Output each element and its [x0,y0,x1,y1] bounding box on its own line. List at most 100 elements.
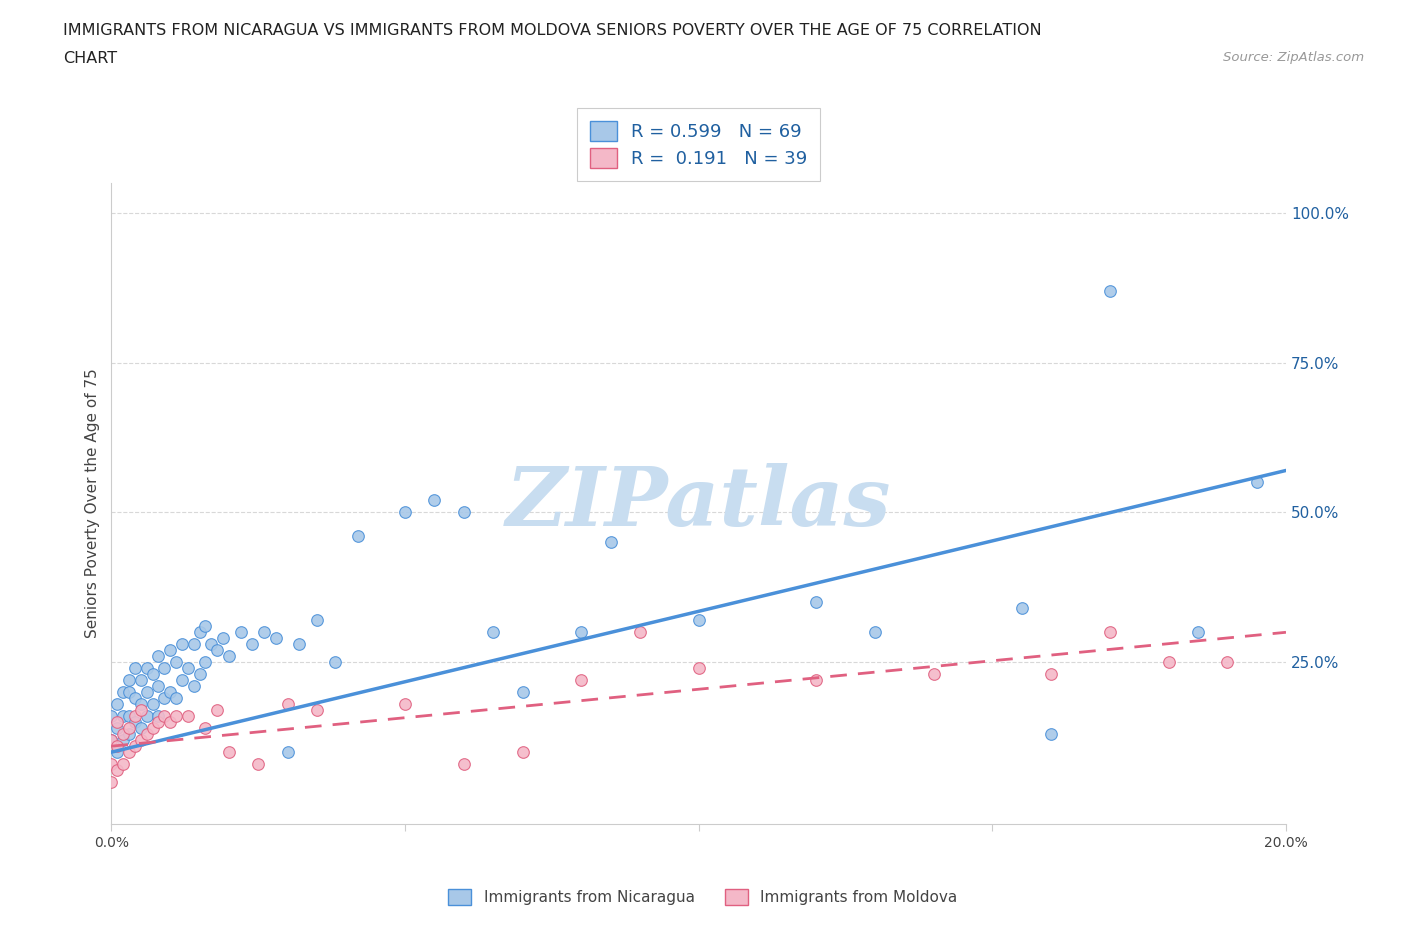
Point [205,703,228,718]
Point [194,618,217,633]
Point [105,738,128,753]
Point [512,745,534,760]
Point [135,709,157,724]
Point [170,672,193,687]
Point [200,637,222,652]
Point [599,535,621,550]
Point [177,661,200,676]
Point [1216,655,1239,670]
Point [177,709,200,724]
Point [453,757,475,772]
Point [183,637,205,652]
Point [229,625,252,640]
Point [194,721,217,736]
Point [118,684,141,699]
Point [129,703,152,718]
Point [264,631,287,645]
Point [112,757,135,772]
Point [100,757,122,772]
Point [305,613,328,628]
Point [105,745,128,760]
Point [628,625,651,640]
Point [112,726,135,741]
Point [129,721,152,736]
Point [170,637,193,652]
Point [105,721,128,736]
Text: ZIPatlas: ZIPatlas [506,463,891,543]
Point [1157,655,1180,670]
Point [118,672,141,687]
Point [1011,601,1033,616]
Point [218,649,240,664]
Point [124,738,146,753]
Point [183,679,205,694]
Point [148,715,170,730]
Point [423,493,446,508]
Point [100,733,122,748]
Point [165,655,187,670]
Point [1246,475,1268,490]
Text: IMMIGRANTS FROM NICARAGUA VS IMMIGRANTS FROM MOLDOVA SENIORS POVERTY OVER THE AG: IMMIGRANTS FROM NICARAGUA VS IMMIGRANTS … [63,23,1042,38]
Point [148,709,170,724]
Point [569,672,592,687]
Point [100,775,122,790]
Point [135,661,157,676]
Point [105,763,128,777]
Point [277,745,299,760]
Point [153,691,176,706]
Legend: Immigrants from Nicaragua, Immigrants from Moldova: Immigrants from Nicaragua, Immigrants fr… [441,882,965,913]
Point [118,745,141,760]
Point [159,643,181,658]
Point [205,643,228,658]
Text: CHART: CHART [63,51,117,66]
Point [1040,726,1063,741]
Point [141,697,163,711]
Point [124,661,146,676]
Point [688,613,710,628]
Point [153,709,176,724]
Point [804,595,827,610]
Point [922,667,945,682]
Point [135,684,157,699]
Point [688,661,710,676]
Point [124,709,146,724]
Point [323,655,346,670]
Text: Source: ZipAtlas.com: Source: ZipAtlas.com [1223,51,1364,64]
Point [804,672,827,687]
Point [863,625,886,640]
Point [148,679,170,694]
Point [212,631,235,645]
Point [453,505,475,520]
Point [105,715,128,730]
Point [112,684,135,699]
Point [148,649,170,664]
Point [100,709,122,724]
Point [118,726,141,741]
Point [112,709,135,724]
Point [253,625,276,640]
Point [394,697,416,711]
Point [288,637,311,652]
Point [118,721,141,736]
Point [240,637,263,652]
Point [569,625,592,640]
Point [159,715,181,730]
Point [135,726,157,741]
Point [482,625,505,640]
Point [1098,625,1121,640]
Point [124,691,146,706]
Point [165,709,187,724]
Point [129,697,152,711]
Point [153,661,176,676]
Point [100,733,122,748]
Point [188,667,211,682]
Point [124,715,146,730]
Point [129,672,152,687]
Point [1098,284,1121,299]
Point [247,757,270,772]
Point [1187,625,1209,640]
Y-axis label: Seniors Poverty Over the Age of 75: Seniors Poverty Over the Age of 75 [86,368,100,638]
Point [305,703,328,718]
Point [141,667,163,682]
Point [512,684,534,699]
